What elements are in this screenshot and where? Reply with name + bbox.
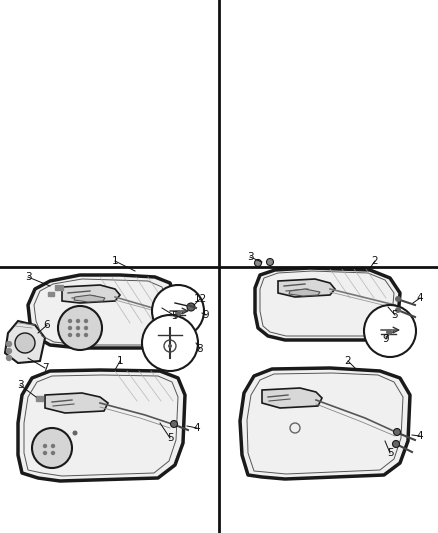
Polygon shape — [28, 275, 175, 348]
Circle shape — [85, 319, 88, 322]
Circle shape — [68, 319, 71, 322]
Text: 1: 1 — [112, 256, 118, 266]
Polygon shape — [240, 368, 410, 479]
Polygon shape — [62, 285, 120, 303]
Circle shape — [52, 451, 54, 455]
Circle shape — [386, 329, 392, 335]
Circle shape — [395, 296, 401, 302]
Circle shape — [392, 440, 399, 448]
Text: 3: 3 — [17, 380, 23, 390]
Text: 5: 5 — [167, 433, 173, 443]
Text: 9: 9 — [383, 334, 389, 344]
Circle shape — [68, 334, 71, 336]
Circle shape — [168, 344, 172, 348]
Polygon shape — [18, 370, 185, 481]
Circle shape — [77, 334, 80, 336]
Circle shape — [266, 259, 273, 265]
Text: 3: 3 — [247, 252, 253, 262]
Circle shape — [152, 285, 204, 337]
Bar — [55, 285, 63, 290]
Circle shape — [85, 334, 88, 336]
Text: 1: 1 — [117, 356, 124, 366]
Text: 8: 8 — [197, 344, 203, 354]
Circle shape — [7, 342, 11, 346]
Circle shape — [85, 327, 88, 329]
Text: 9: 9 — [203, 310, 209, 320]
Text: 3: 3 — [25, 272, 31, 282]
Circle shape — [58, 306, 102, 350]
Circle shape — [364, 305, 416, 357]
Circle shape — [68, 327, 71, 329]
Text: 2: 2 — [345, 356, 351, 366]
Text: 4: 4 — [417, 293, 423, 303]
Circle shape — [77, 327, 80, 329]
Circle shape — [393, 429, 400, 435]
Circle shape — [73, 431, 78, 435]
Circle shape — [77, 319, 80, 322]
Circle shape — [170, 421, 177, 427]
Circle shape — [175, 310, 181, 316]
Polygon shape — [74, 295, 105, 302]
Circle shape — [43, 445, 46, 448]
Polygon shape — [45, 393, 108, 413]
Text: 12: 12 — [193, 294, 207, 304]
Circle shape — [15, 333, 35, 353]
Circle shape — [32, 428, 72, 468]
Circle shape — [395, 307, 401, 313]
Text: 4: 4 — [194, 423, 200, 433]
Circle shape — [52, 445, 54, 448]
Text: 6: 6 — [44, 320, 50, 330]
Text: 2: 2 — [372, 256, 378, 266]
Circle shape — [43, 451, 46, 455]
Text: 5: 5 — [392, 310, 398, 320]
Polygon shape — [278, 279, 335, 297]
Text: 4: 4 — [417, 431, 423, 441]
Polygon shape — [289, 289, 320, 296]
Circle shape — [7, 349, 11, 353]
Polygon shape — [255, 268, 400, 340]
Circle shape — [7, 356, 11, 360]
Text: 5: 5 — [387, 448, 393, 458]
Circle shape — [142, 315, 198, 371]
Circle shape — [187, 303, 195, 311]
Text: 7: 7 — [42, 363, 48, 373]
Bar — [36, 396, 43, 401]
Bar — [48, 292, 54, 296]
Polygon shape — [262, 388, 322, 408]
Circle shape — [254, 260, 261, 266]
Polygon shape — [5, 321, 45, 363]
Text: 5: 5 — [172, 311, 178, 321]
